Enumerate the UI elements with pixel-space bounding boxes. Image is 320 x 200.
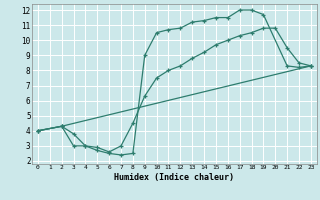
X-axis label: Humidex (Indice chaleur): Humidex (Indice chaleur) bbox=[115, 173, 234, 182]
